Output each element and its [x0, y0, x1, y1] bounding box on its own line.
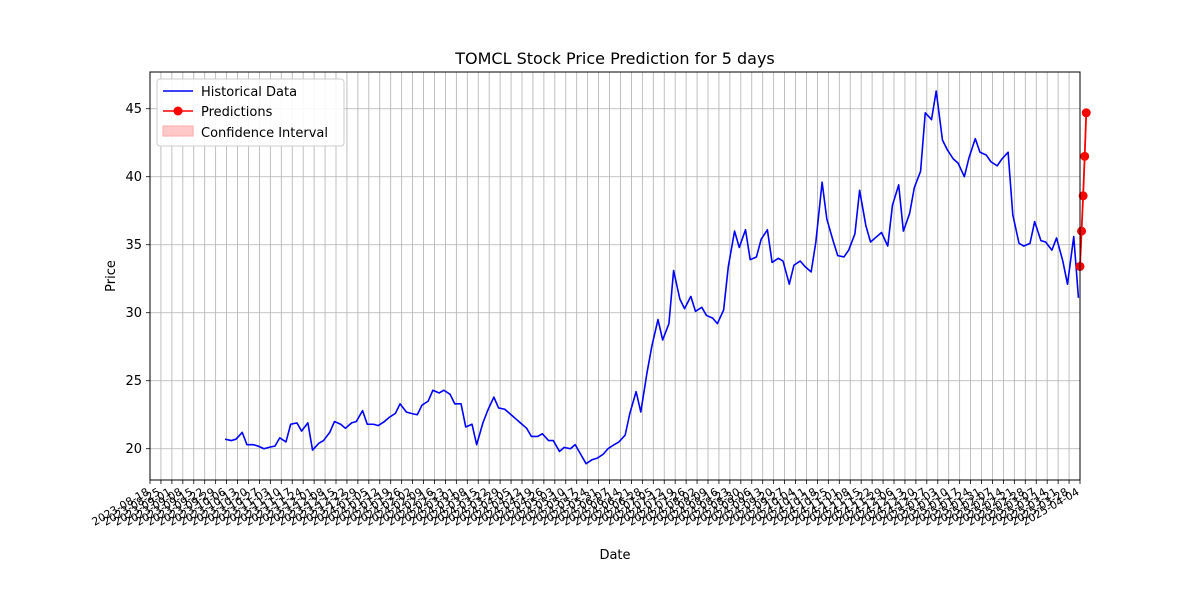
legend: Historical Data Predictions Confidence I…: [156, 78, 345, 147]
prediction-point: [1078, 191, 1088, 201]
legend-predictions-marker: [173, 106, 183, 116]
y-tick-label: 30: [125, 306, 142, 321]
legend-predictions-label: Predictions: [201, 105, 273, 120]
predictions-line: [1079, 112, 1088, 267]
y-tick-label: 35: [125, 238, 142, 253]
prediction-point: [1077, 226, 1087, 236]
prediction-point: [1080, 151, 1090, 161]
legend-historical-label: Historical Data: [201, 85, 297, 100]
y-tick-label: 45: [125, 102, 142, 117]
axes: 2023-08-182023-08-252023-09-012023-09-08…: [90, 102, 1082, 528]
legend-confidence-swatch: [162, 125, 194, 137]
y-tick-label: 20: [125, 442, 142, 457]
historical-data-line: [224, 90, 1080, 465]
series-layer: [224, 90, 1091, 465]
y-tick-label: 25: [125, 374, 142, 389]
legend-confidence-label: Confidence Interval: [201, 126, 328, 141]
legend-box: [156, 78, 345, 147]
chart-title: TOMCL Stock Price Prediction for 5 days: [454, 49, 775, 68]
y-tick-label: 40: [125, 170, 142, 185]
y-axis-label: Price: [104, 260, 119, 292]
x-axis-label: Date: [599, 548, 630, 563]
plot-frame: [149, 71, 1081, 481]
prediction-point: [1081, 108, 1091, 118]
